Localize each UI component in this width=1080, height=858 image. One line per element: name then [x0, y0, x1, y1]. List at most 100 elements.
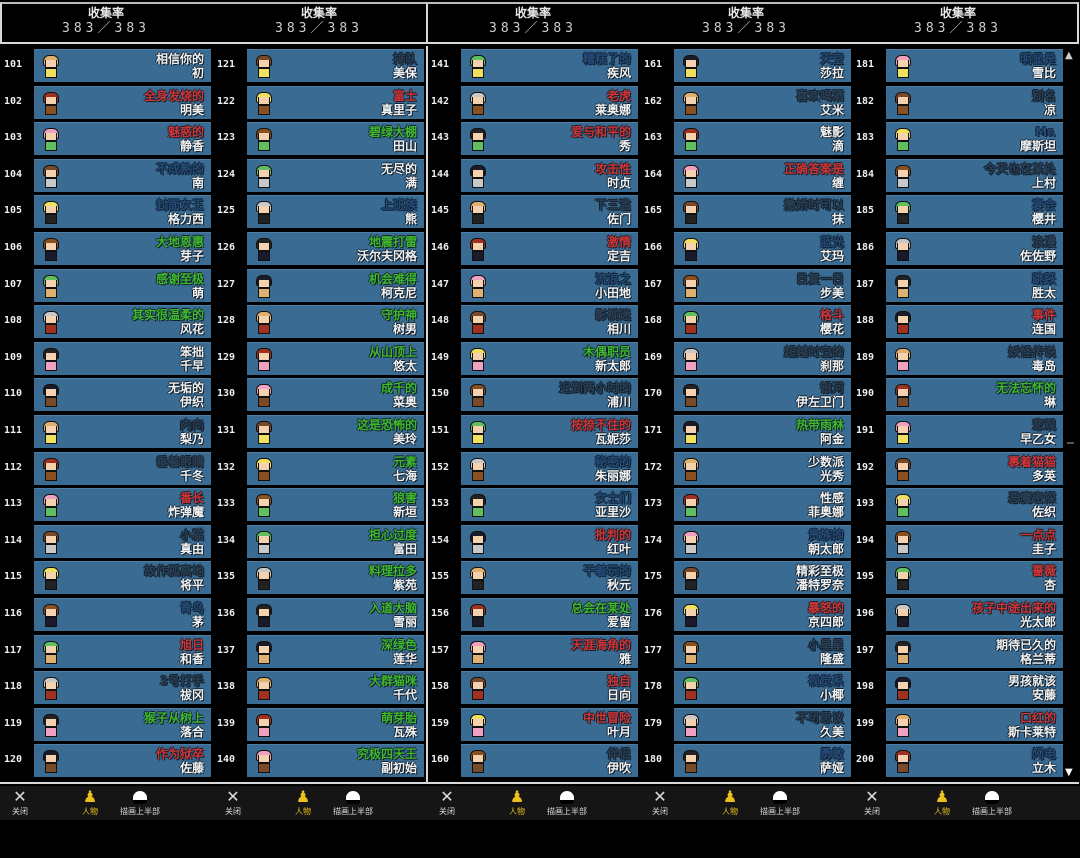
character-card[interactable]: 独自 日向 — [461, 671, 638, 705]
character-card[interactable]: 口红的 斯卡莱特 — [886, 707, 1063, 741]
character-card[interactable]: 银河 伊左卫门 — [674, 378, 851, 412]
close-button[interactable]: ✕ 关闭 — [0, 788, 50, 817]
character-card[interactable]: 攻击性 时贞 — [461, 158, 638, 192]
scrollbar[interactable]: ▲ ▼ — [1063, 46, 1078, 782]
character-card[interactable]: 垂着眼睛 千冬 — [34, 451, 211, 485]
draw-top-half-button[interactable]: 描画上半部 — [750, 788, 810, 817]
character-card[interactable]: 笨拙 千早 — [34, 341, 211, 375]
character-card[interactable]: 内向 梨乃 — [34, 415, 211, 448]
character-card[interactable]: 精彩至极 潘特罗奈 — [674, 561, 851, 595]
character-card[interactable]: 大群猫咪 千代 — [247, 671, 424, 705]
close-button[interactable]: ✕ 关闭 — [630, 788, 690, 817]
character-card[interactable]: 期待已久的 格兰蒂 — [886, 634, 1063, 668]
character-card[interactable]: 今天也在某处 上村 — [886, 158, 1063, 192]
scroll-up-arrow-icon[interactable]: ▲ — [1065, 50, 1073, 61]
character-card[interactable]: 无尽的满 — [247, 158, 424, 192]
character-card[interactable]: 男孩就该 安藤 — [886, 671, 1063, 705]
character-card[interactable]: 总会在某处 爱留 — [461, 598, 638, 631]
character-card[interactable]: 贵族的 朝太郎 — [674, 524, 851, 558]
character-card[interactable]: 担心过度 富田 — [247, 524, 424, 558]
character-card[interactable]: 热带雨林 阿金 — [674, 415, 851, 448]
character-card[interactable]: 魅惑的 静香 — [34, 122, 211, 156]
character-card[interactable]: 入道大脑 雪丽 — [247, 598, 424, 631]
character-card[interactable]: 少数派 光秀 — [674, 451, 851, 485]
character-card[interactable]: 究极四天王 副初始 — [247, 744, 424, 778]
character-card[interactable]: 激情 定吉 — [461, 232, 638, 265]
character-card[interactable]: 批判的 红叶 — [461, 524, 638, 558]
character-card[interactable]: 感谢至极萌 — [34, 268, 211, 302]
character-card[interactable]: 女士们 亚里沙 — [461, 488, 638, 522]
character-card[interactable]: 全身发烧的 明美 — [34, 85, 211, 119]
character-card[interactable]: 一点点 圭子 — [886, 524, 1063, 558]
character-card[interactable]: 爱与和平的秀 — [461, 122, 638, 156]
character-card[interactable]: 料理拉多 紫苑 — [247, 561, 424, 595]
character-card[interactable]: 悲观 早乙女 — [886, 415, 1063, 448]
character-card[interactable]: 事件 连国 — [886, 305, 1063, 339]
character-card[interactable]: 伴侣 伊吹 — [461, 744, 638, 778]
character-card[interactable]: 中世冒险 叶月 — [461, 707, 638, 741]
character-card[interactable]: 3号打手 祓冈 — [34, 671, 211, 705]
character-card[interactable]: 糟糕了的 疾风 — [461, 49, 638, 82]
character-card[interactable]: 闪电 立木 — [886, 744, 1063, 778]
character-card[interactable]: 地震打雷 沃尔夫冈格 — [247, 232, 424, 265]
character-card[interactable]: 无垢的 伊织 — [34, 378, 211, 412]
draw-top-half-button[interactable]: 描画上半部 — [323, 788, 383, 817]
draw-top-half-button[interactable]: 描画上半部 — [537, 788, 597, 817]
character-card[interactable]: 浪漫 佐佐野 — [886, 232, 1063, 265]
character-card[interactable]: 成千的 菜奥 — [247, 378, 424, 412]
character-card[interactable]: 视觉系 小椰 — [674, 671, 851, 705]
draw-top-half-button[interactable]: 描画上半部 — [962, 788, 1022, 817]
character-card[interactable]: Mr. 摩斯坦 — [886, 122, 1063, 156]
character-card[interactable]: 守护神 树男 — [247, 305, 424, 339]
character-card[interactable]: 别名凉 — [886, 85, 1063, 119]
character-card[interactable]: 撒娇时可以抹 — [674, 195, 851, 229]
character-card[interactable]: 从山顶上 悠太 — [247, 341, 424, 375]
character-card[interactable]: 青鸟茅 — [34, 598, 211, 631]
character-card[interactable]: 日复一日 步美 — [674, 268, 851, 302]
character-card[interactable]: 小猫 真由 — [34, 524, 211, 558]
characters-button[interactable]: ♟ 人物 — [273, 788, 333, 817]
characters-button[interactable]: ♟ 人物 — [912, 788, 972, 817]
close-button[interactable]: ✕ 关闭 — [417, 788, 477, 817]
character-card[interactable]: 这是恐怖的 美玲 — [247, 415, 424, 448]
character-card[interactable]: 魅影滴 — [674, 122, 851, 156]
character-card[interactable]: 跳跃 胜太 — [886, 268, 1063, 302]
character-card[interactable]: 番长 炸弹魔 — [34, 488, 211, 522]
character-card[interactable]: 上班族熊 — [247, 195, 424, 229]
character-card[interactable]: 萌芽胎 瓦殊 — [247, 707, 424, 741]
character-card[interactable]: 其实很温柔的 风花 — [34, 305, 211, 339]
character-card[interactable]: 超越时空的 刹那 — [674, 341, 851, 375]
character-card[interactable]: 故作孤高地 将平 — [34, 561, 211, 595]
character-card[interactable]: 天涯海角的雅 — [461, 634, 638, 668]
character-card[interactable]: 狼害 新垣 — [247, 488, 424, 522]
character-card[interactable]: 格斗 樱花 — [674, 305, 851, 339]
character-card[interactable]: 深绿色 莲华 — [247, 634, 424, 668]
character-card[interactable]: 相信你的初 — [34, 49, 211, 82]
close-button[interactable]: ✕ 关闭 — [203, 788, 263, 817]
character-card[interactable]: 迟到两小时的 浦川 — [461, 378, 638, 412]
character-card[interactable]: 暴怒的 京四郎 — [674, 598, 851, 631]
character-card[interactable]: 排队 美保 — [247, 49, 424, 82]
character-card[interactable]: 元素 七海 — [247, 451, 424, 485]
characters-button[interactable]: ♟ 人物 — [487, 788, 547, 817]
character-card[interactable]: 影视迷 相川 — [461, 305, 638, 339]
character-card[interactable]: 小星星 隆盛 — [674, 634, 851, 668]
character-card[interactable]: 无法忘怀的琳 — [886, 378, 1063, 412]
character-card[interactable]: 封面女王 格力西 — [34, 195, 211, 229]
character-card[interactable]: 下三滥 佐门 — [461, 195, 638, 229]
character-card[interactable]: 明显是 雪比 — [886, 49, 1063, 82]
character-card[interactable]: 不可思议 久美 — [674, 707, 851, 741]
characters-button[interactable]: ♟ 人物 — [700, 788, 760, 817]
character-card[interactable]: 按捺不住的 瓦妮莎 — [461, 415, 638, 448]
character-card[interactable]: 干着玩的 秋元 — [461, 561, 638, 595]
character-card[interactable]: 碧绿大棚 田山 — [247, 122, 424, 156]
character-card[interactable]: 妖怪传说 毒岛 — [886, 341, 1063, 375]
character-card[interactable]: 天空 莎拉 — [674, 49, 851, 82]
character-card[interactable]: 性感 菲奥娜 — [674, 488, 851, 522]
character-card[interactable]: 喜欢喝酒 艾米 — [674, 85, 851, 119]
character-card[interactable]: 裹着猫猫 多英 — [886, 451, 1063, 485]
characters-button[interactable]: ♟ 人物 — [60, 788, 120, 817]
close-button[interactable]: ✕ 关闭 — [842, 788, 902, 817]
scrollbar-thumb[interactable] — [1067, 442, 1074, 444]
character-card[interactable]: 秘密的 朱丽娜 — [461, 451, 638, 485]
